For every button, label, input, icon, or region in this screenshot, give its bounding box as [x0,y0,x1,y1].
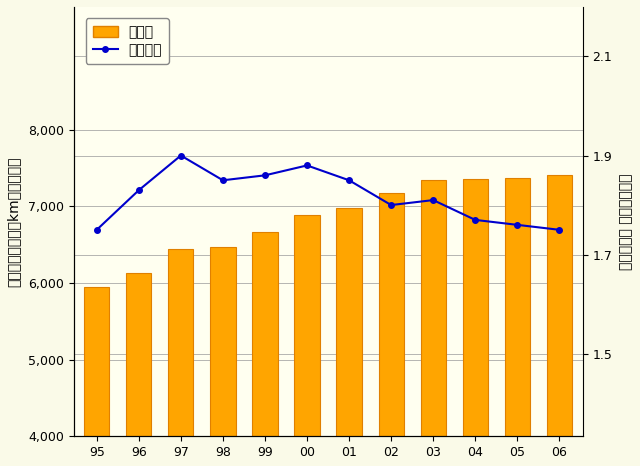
Y-axis label: 料金収入（ 兆円／年度）: 料金収入（ 兆円／年度） [619,173,633,270]
Bar [126,273,152,466]
Bar [294,215,319,466]
Bar [378,193,404,466]
Bar [337,208,362,466]
Bar [211,247,236,466]
Bar [252,233,278,466]
Y-axis label: 高速道路の延長（km、年度末）: 高速道路の延長（km、年度末） [7,157,21,287]
Bar [505,178,530,466]
Bar [420,180,446,466]
Bar [168,249,193,466]
Bar [463,178,488,466]
Bar [84,287,109,466]
Bar [547,175,572,466]
Legend: 延　長, 料金収入: 延 長, 料金収入 [86,18,169,64]
